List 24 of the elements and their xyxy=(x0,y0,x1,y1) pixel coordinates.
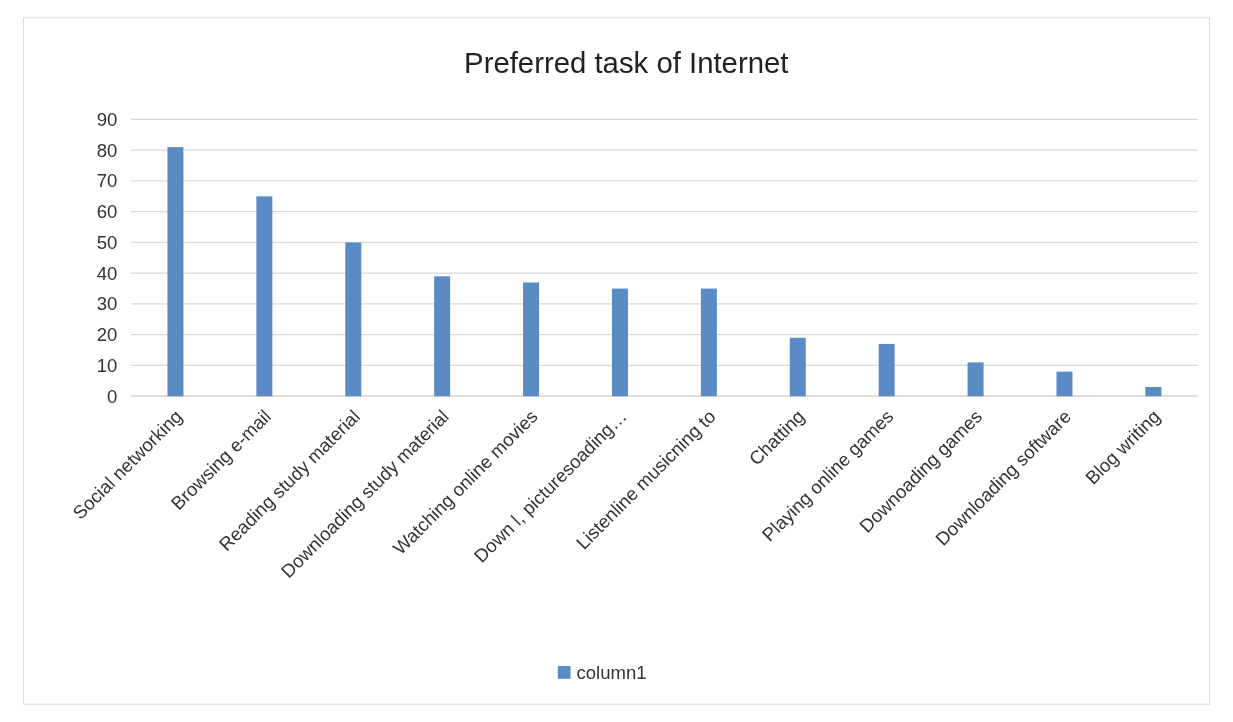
y-tick-label: 40 xyxy=(96,262,118,284)
bar xyxy=(611,288,628,397)
bar xyxy=(523,282,540,397)
chart-title: Preferred task of Internet xyxy=(464,45,789,79)
bar xyxy=(167,147,184,397)
bar xyxy=(789,337,806,397)
y-tick-label: 0 xyxy=(106,385,118,407)
bar xyxy=(967,362,984,397)
bar xyxy=(700,288,717,397)
y-tick-label: 50 xyxy=(96,231,118,253)
bar xyxy=(345,242,362,397)
y-tick-label: 10 xyxy=(96,354,118,376)
y-tick-label: 60 xyxy=(96,201,118,223)
bar xyxy=(878,343,895,397)
bar xyxy=(256,196,273,397)
y-tick-label: 30 xyxy=(96,293,118,315)
legend-label: column1 xyxy=(576,662,647,684)
y-tick-label: 80 xyxy=(96,139,118,161)
bar xyxy=(434,276,451,397)
y-tick-label: 90 xyxy=(96,108,118,130)
y-tick-label: 70 xyxy=(96,170,118,192)
bar xyxy=(1056,371,1073,397)
y-tick-label: 20 xyxy=(96,324,118,346)
bar xyxy=(1145,386,1162,397)
